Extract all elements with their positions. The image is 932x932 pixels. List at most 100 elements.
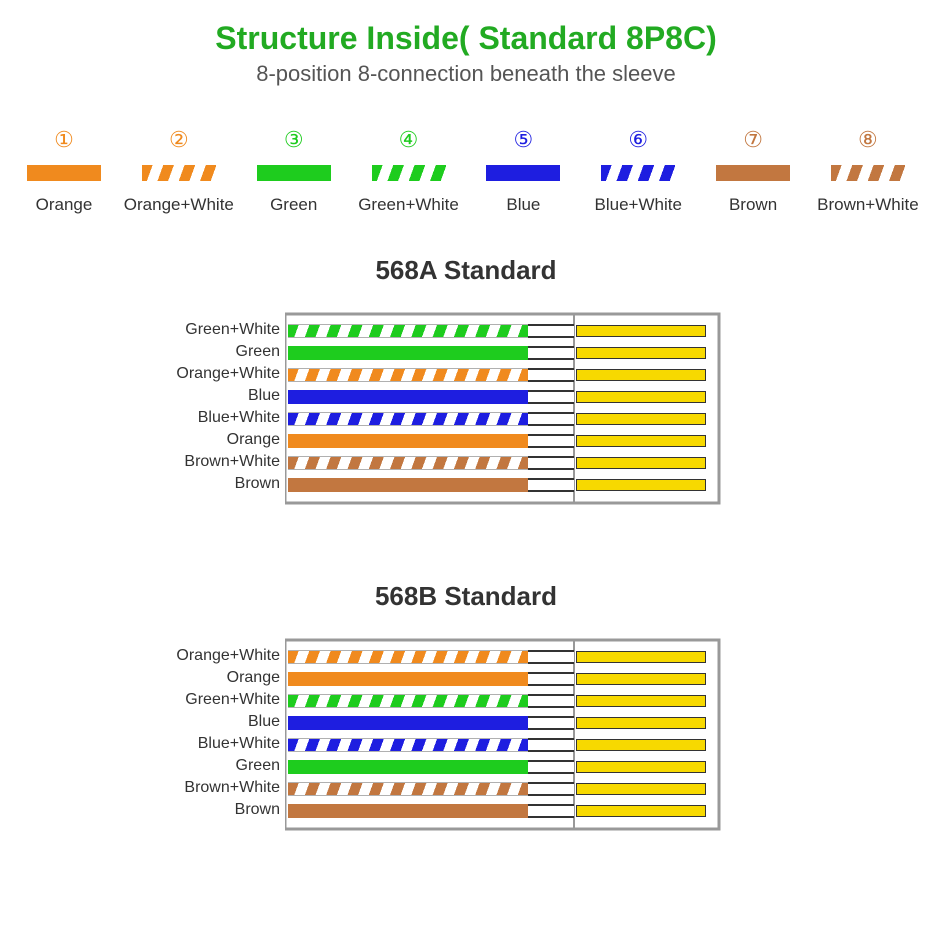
gold-pin [576,391,706,403]
wire-label: Blue [110,387,280,405]
legend-item: ① Orange [8,127,120,215]
color-swatch [486,165,560,181]
pin-contact [528,456,574,470]
gold-pin [576,325,706,337]
legend-label: Blue [506,195,540,215]
legend-number: ⑧ [858,127,878,153]
legend-item: ③Green [238,127,350,215]
wire-label: Orange [110,431,280,449]
wire-label: Brown [110,801,280,819]
legend-number: ④ [399,127,419,153]
legend-label: Blue+White [595,195,682,215]
pin-contact [528,412,574,426]
legend-label: Brown+White [817,195,919,215]
standard-section: 568A Standard Green+White Green Orange+Whit… [0,255,932,526]
wire-label: Blue+White [110,735,280,753]
gold-pin [576,479,706,491]
standard-title: 568B Standard [0,581,932,612]
legend-number: ⑥ [628,127,648,153]
gold-pin [576,673,706,685]
legend-number: ② [169,127,189,153]
gold-pin [576,347,706,359]
header: Structure Inside( Standard 8P8C) 8-posit… [0,0,932,87]
wire-label: Green+White [110,691,280,709]
color-swatch [716,165,790,181]
pin-contact [528,346,574,360]
legend-item: ⑤ Blue [467,127,579,215]
gold-pin [576,717,706,729]
color-swatch [142,165,216,181]
wire-label: Orange [110,669,280,687]
legend-item: ② Orange+White [123,127,235,215]
wire [288,456,528,470]
gold-pin [576,783,706,795]
legend-item: ⑧ Brown+White [812,127,924,215]
legend-label: Orange [36,195,93,215]
legend-label: Green+White [358,195,459,215]
wire-label: Brown [110,475,280,493]
wire-label: Blue [110,713,280,731]
page-title: Structure Inside( Standard 8P8C) [0,20,932,57]
gold-pin [576,369,706,381]
wire [288,782,528,796]
pin-contact [528,804,574,818]
legend-number: ⑤ [514,127,534,153]
wire-label: Green [110,343,280,361]
gold-pin [576,695,706,707]
wire [288,738,528,752]
legend-label: Green [270,195,317,215]
pin-contact [528,650,574,664]
wire [288,346,528,360]
wire [288,368,528,382]
wire [288,390,528,404]
legend-label: Orange+White [124,195,234,215]
wire-label: Blue+White [110,409,280,427]
wire [288,804,528,818]
wire [288,672,528,686]
pin-contact [528,368,574,382]
gold-pin [576,413,706,425]
legend-item: ⑦ Brown [697,127,809,215]
standard-title: 568A Standard [0,255,932,286]
connector-diagram: Orange+White Orange Green+White Blue Blue+Wh… [0,622,932,852]
gold-pin [576,739,706,751]
color-swatch [601,165,675,181]
legend-number: ⑦ [743,127,763,153]
wiring-diagrams: 568A Standard Green+White Green Orange+Whit… [0,255,932,852]
pin-contact [528,694,574,708]
color-swatch [372,165,446,181]
wire-label: Green+White [110,321,280,339]
wire [288,324,528,338]
legend-number: ① [54,127,74,153]
gold-pin [576,651,706,663]
legend-item: ⑥ Blue+White [582,127,694,215]
legend-item: ④ Green+White [353,127,465,215]
pin-contact [528,434,574,448]
wire-label: Orange+White [110,365,280,383]
pin-contact [528,716,574,730]
wire-label: Orange+White [110,647,280,665]
gold-pin [576,457,706,469]
gold-pin [576,805,706,817]
gold-pin [576,761,706,773]
gold-pin [576,435,706,447]
pin-contact [528,324,574,338]
pin-contact [528,760,574,774]
connector-diagram: Green+White Green Orange+White Blue Blue+Whi… [0,296,932,526]
color-swatch [831,165,905,181]
wire [288,716,528,730]
page-subtitle: 8-position 8-connection beneath the slee… [0,61,932,87]
pin-contact [528,390,574,404]
pin-contact [528,782,574,796]
legend-label: Brown [729,195,777,215]
pin-contact [528,478,574,492]
wire [288,478,528,492]
wire [288,760,528,774]
pin-contact [528,672,574,686]
wire [288,694,528,708]
standard-section: 568B Standard Orange+White Orange Green+Whi… [0,581,932,852]
wire-label: Brown+White [110,779,280,797]
color-swatch [257,165,331,181]
wire-label: Brown+White [110,453,280,471]
color-legend: ① Orange ② Orange+White③Green ④ Green+White ⑤ B… [0,127,932,215]
